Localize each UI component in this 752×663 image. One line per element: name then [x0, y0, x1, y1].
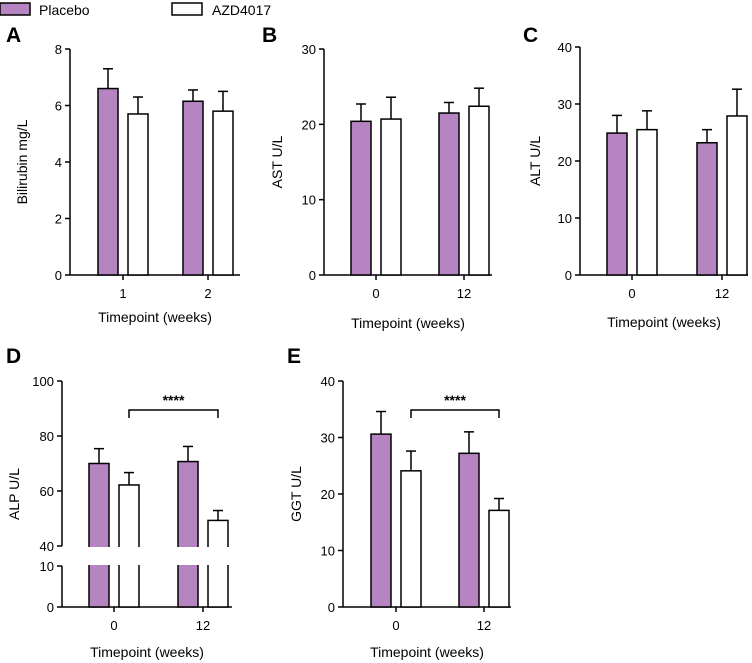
y-axis-label: ALP U/L — [6, 468, 22, 520]
bar-azd4017-12 — [726, 115, 748, 276]
panel-e: E 0 10 20 30 40 0 12 **** Timepoint (weeks) GGT U/… — [287, 345, 511, 660]
y-tick-label: 40 — [40, 539, 54, 554]
bar-placebo-2 — [182, 100, 204, 276]
y-tick-label: 30 — [558, 97, 572, 112]
bar-azd4017-0 — [400, 470, 422, 608]
y-tick-label: 0 — [55, 268, 62, 283]
y-tick-label: 4 — [55, 155, 62, 170]
y-tick-label: 10 — [321, 544, 335, 559]
y-tick-label: 0 — [565, 268, 572, 283]
significance-bracket — [410, 409, 500, 418]
x-axis-label: Timepoint (weeks) — [370, 644, 484, 660]
x-tick-label: 0 — [628, 286, 635, 301]
x-tick-label: 0 — [392, 618, 399, 633]
significance-label: **** — [444, 392, 466, 408]
legend-swatch-placebo — [0, 2, 31, 16]
y-tick-label: 6 — [55, 99, 62, 114]
x-tick-label: 12 — [477, 618, 491, 633]
x-tick-label: 0 — [372, 286, 379, 301]
legend-swatch-azd — [171, 2, 203, 16]
x-axis-label: Timepoint (weeks) — [351, 315, 465, 331]
x-tick-label: 12 — [715, 286, 729, 301]
y-tick-label: 30 — [321, 431, 335, 446]
y-tick-label: 2 — [55, 212, 62, 227]
bar-azd4017-2 — [212, 110, 234, 276]
legend-label-placebo: Placebo — [39, 2, 90, 18]
y-axis-label: ALT U/L — [527, 136, 543, 186]
panel-b: B 0 10 20 30 0 12 Timepoint (weeks) AST U/L — [262, 24, 492, 331]
x-tick-label: 1 — [119, 286, 126, 301]
bar-azd4017-12 — [488, 509, 510, 608]
bar-azd4017-1 — [127, 113, 149, 276]
y-tick-label: 0 — [309, 268, 316, 283]
y-tick-label: 20 — [302, 117, 316, 132]
y-tick-label: 100 — [32, 374, 54, 389]
y-axis-label: Bilirubin mg/L — [14, 119, 30, 204]
legend-label-azd: AZD4017 — [212, 2, 271, 18]
y-tick-label: 10 — [302, 193, 316, 208]
bar-placebo-12 — [438, 112, 460, 276]
y-tick-label: 30 — [302, 42, 316, 57]
bar-placebo-12 — [696, 142, 718, 276]
bar-placebo-0 — [350, 120, 372, 276]
panel-label: C — [523, 24, 538, 47]
y-tick-label: 0 — [328, 600, 335, 615]
y-tick-label: 80 — [40, 429, 54, 444]
significance-bracket — [128, 409, 219, 418]
panel-label: E — [287, 345, 301, 368]
bar-azd4017-0 — [380, 118, 402, 276]
bar-placebo-12 — [177, 460, 199, 608]
bar-azd4017-12 — [468, 105, 490, 276]
significance-label: **** — [163, 392, 185, 408]
bar-azd4017-0 — [636, 128, 658, 276]
y-tick-label: 0 — [47, 600, 54, 615]
x-tick-label: 12 — [196, 618, 210, 633]
x-axis-label: Timepoint (weeks) — [607, 314, 721, 330]
y-tick-label: 10 — [40, 559, 54, 574]
y-axis-label: AST U/L — [269, 135, 285, 188]
y-axis-label: GGT U/L — [288, 466, 304, 522]
y-tick-label: 8 — [55, 42, 62, 57]
bar-azd4017-0 — [118, 484, 140, 608]
x-axis-label: Timepoint (weeks) — [90, 644, 204, 660]
x-tick-label: 0 — [110, 618, 117, 633]
y-tick-label: 60 — [40, 484, 54, 499]
panel-a: A 0 2 4 6 8 1 2 Timepoint (weeks) Bilirubin mg/L — [6, 24, 240, 325]
x-axis-label: Timepoint (weeks) — [98, 309, 212, 325]
bar-placebo-0 — [88, 462, 110, 608]
y-tick-label: 20 — [558, 154, 572, 169]
panel-label: D — [6, 345, 21, 368]
bar-placebo-12 — [458, 452, 480, 608]
y-tick-label: 40 — [558, 40, 572, 55]
x-tick-label: 12 — [457, 286, 471, 301]
bar-placebo-0 — [370, 433, 392, 608]
legend: Placebo AZD4017 — [0, 2, 271, 18]
panel-c: C 0 10 20 30 40 0 12 Timepoint (weeks) ALT U/L — [523, 24, 748, 330]
panel-label: A — [6, 24, 21, 47]
y-tick-label: 40 — [321, 374, 335, 389]
panel-label: B — [262, 24, 277, 47]
bar-placebo-1 — [97, 87, 119, 276]
x-tick-label: 2 — [204, 286, 211, 301]
y-tick-label: 20 — [321, 487, 335, 502]
bar-placebo-0 — [606, 132, 628, 276]
axis-break-gap — [59, 547, 229, 565]
y-tick-label: 10 — [558, 211, 572, 226]
